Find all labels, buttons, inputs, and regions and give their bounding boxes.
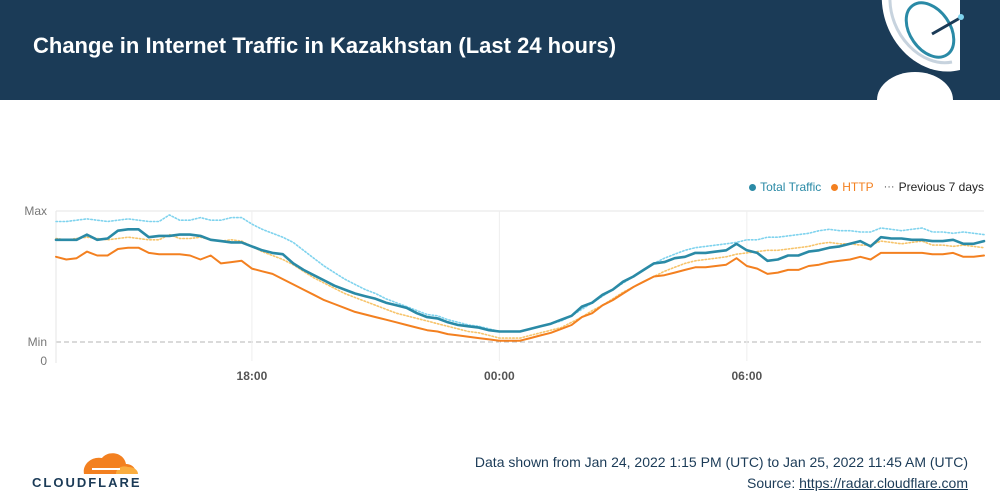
- x-tick-label: 06:00: [731, 369, 762, 383]
- legend-item-http[interactable]: HTTP: [831, 180, 874, 194]
- page-title: Change in Internet Traffic in Kazakhstan…: [33, 33, 617, 58]
- cloud-icon: [83, 453, 138, 474]
- brand-wordmark: CLOUDFLARE: [32, 475, 142, 490]
- legend-item-total[interactable]: Total Traffic: [749, 180, 821, 194]
- y-tick-label: 0: [40, 354, 47, 368]
- legend-total-marker: [749, 183, 757, 191]
- legend-previous-label: Previous 7 days: [898, 180, 984, 194]
- satellite-dish-icon: [877, 0, 964, 100]
- legend-item-previous[interactable]: ··· Previous 7 days: [884, 180, 984, 194]
- y-tick-label: Max: [24, 204, 47, 218]
- legend-total-label: Total Traffic: [760, 180, 822, 194]
- http-line: [55, 246, 985, 342]
- total-traffic-line: [54, 227, 986, 333]
- source-link[interactable]: https://radar.cloudflare.com: [799, 475, 968, 491]
- legend-http-label: HTTP: [842, 180, 874, 194]
- source-line: Source: https://radar.cloudflare.com: [747, 475, 968, 491]
- http-previous-line: [55, 233, 985, 339]
- chart-legend: Total Traffic HTTP ··· Previous 7 days: [749, 180, 984, 194]
- traffic-line-chart: 18:00 00:00 06:00 Max Min 0: [24, 204, 986, 383]
- legend-http-marker: [831, 183, 839, 191]
- date-range-text: Data shown from Jan 24, 2022 1:15 PM (UT…: [474, 454, 968, 470]
- header-bar: Change in Internet Traffic in Kazakhstan…: [0, 0, 1000, 100]
- cloudflare-logo: CLOUDFLARE: [32, 448, 142, 492]
- x-tick-label: 00:00: [484, 369, 515, 383]
- legend-previous-marker: ···: [883, 181, 895, 193]
- x-tick-label: 18:00: [237, 369, 268, 383]
- y-tick-label: Min: [28, 335, 47, 349]
- source-prefix: Source:: [746, 475, 800, 491]
- total-traffic-previous-line: [55, 214, 985, 333]
